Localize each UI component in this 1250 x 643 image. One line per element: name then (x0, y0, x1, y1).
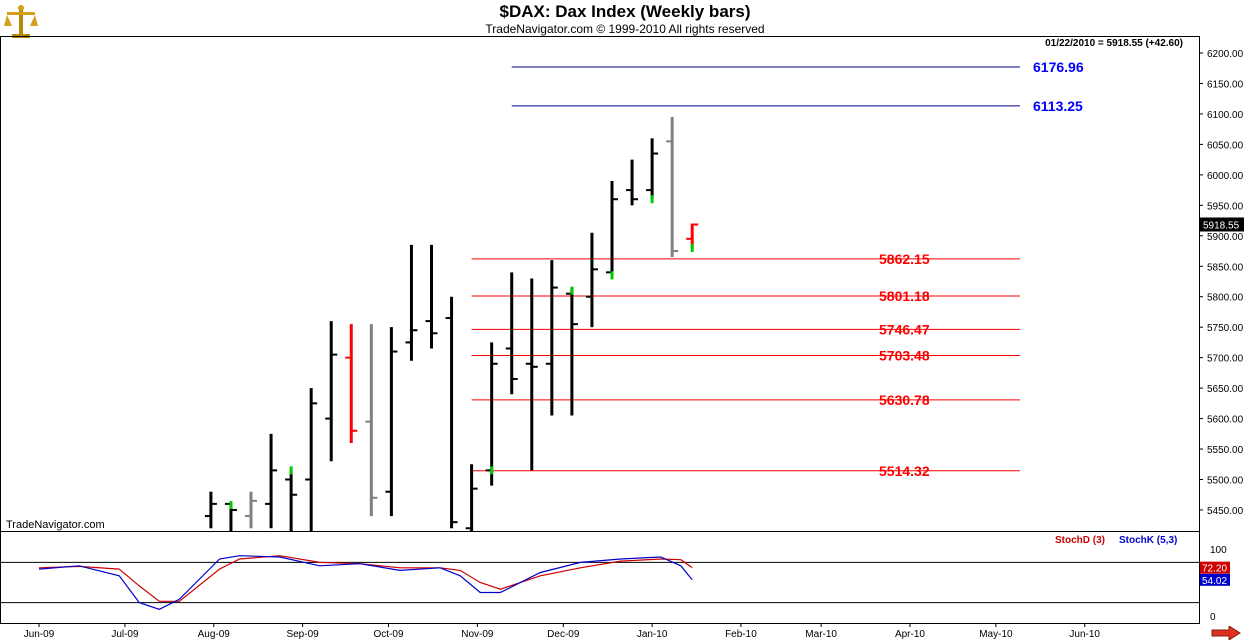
price-tick-label: 5800.00 (1207, 293, 1244, 304)
x-tick-label: Jun-09 (24, 629, 55, 640)
stoch-d-line (38, 555, 693, 602)
stoch-k-line (38, 555, 693, 610)
price-tick-label: 5450.00 (1207, 506, 1244, 517)
price-tick-label: 5850.00 (1207, 262, 1244, 273)
x-tick-label: Sep-09 (286, 629, 319, 640)
x-tick-label: Aug-09 (198, 629, 231, 640)
x-tick-label: Nov-09 (461, 629, 494, 640)
ohlc-bar (425, 244, 438, 349)
ohlc-bar (245, 491, 258, 529)
ohlc-bar (325, 321, 338, 462)
price-tick-label: 5750.00 (1207, 323, 1244, 334)
ohlc-bar (445, 296, 458, 529)
ohlc-bar (365, 324, 378, 517)
price-tick-label: 5550.00 (1207, 445, 1244, 456)
support-label: 5862.15 (879, 251, 930, 267)
ohlc-bar (626, 159, 639, 206)
ohlc-bar (485, 342, 498, 486)
ohlc-bar (224, 501, 237, 531)
ohlc-bar (465, 464, 478, 531)
last-price-label: 5918.55 (1203, 220, 1240, 231)
ohlc-bar (405, 244, 418, 361)
right-arrow-icon (1211, 626, 1241, 640)
scroll-right-button[interactable] (1211, 626, 1241, 640)
resistance-label: 6176.96 (1033, 59, 1084, 75)
ohlc-bar (545, 260, 558, 416)
support-label: 5801.18 (879, 288, 930, 304)
x-tick-label: Jul-09 (111, 629, 139, 640)
ohlc-bars (204, 116, 699, 531)
price-tick-label: 6100.00 (1207, 110, 1244, 121)
stoch-d-last-label: 72.20 (1202, 564, 1227, 575)
last-price-marker: 5918.55 (1200, 217, 1244, 232)
x-tick-label: Jan-10 (637, 629, 668, 640)
ohlc-bar (305, 388, 318, 531)
ohlc-bar (525, 278, 538, 471)
x-tick-label: Apr-10 (895, 629, 925, 640)
price-tick-label: 5650.00 (1207, 384, 1244, 395)
x-tick-label: Oct-09 (374, 629, 404, 640)
chart-title: $DAX: Dax Index (Weekly bars) (499, 2, 751, 21)
support-label: 5514.32 (879, 463, 930, 479)
ohlc-bar (345, 324, 358, 443)
stoch-k-last-label: 54.02 (1202, 576, 1227, 587)
support-label: 5630.78 (879, 392, 930, 408)
price-tick-label: 6050.00 (1207, 140, 1244, 151)
price-tick-label: 6200.00 (1207, 49, 1244, 60)
stoch-pane-frame (0, 531, 1200, 624)
price-tick-label: 5700.00 (1207, 354, 1244, 365)
price-axis-ticks: 6200.00 6150.00 6100.00 6050.00 6000.00 5950.… (1199, 49, 1244, 517)
x-tick-label: Dec-09 (547, 629, 580, 640)
price-tick-label: 6000.00 (1207, 171, 1244, 182)
price-tick-label: 6150.00 (1207, 79, 1244, 90)
price-tick-label: 5600.00 (1207, 415, 1244, 426)
ohlc-bar (666, 116, 679, 258)
ohlc-bar (585, 232, 598, 328)
watermark: TradeNavigator.com (6, 519, 105, 531)
level-lines: 5862.15 5801.18 5746.47 5703.48 5630.78 5514.… (471, 59, 1084, 479)
ohlc-bar (646, 138, 659, 204)
ohlc-bar (385, 327, 398, 517)
stoch-d-legend: StochD (3) (1055, 535, 1105, 546)
x-tick-label: Feb-10 (725, 629, 757, 640)
ohlc-bar (606, 180, 618, 280)
resistance-label: 6113.25 (1033, 98, 1083, 114)
support-label: 5746.47 (879, 321, 930, 337)
ohlc-bar (285, 466, 298, 531)
chart-subtitle: TradeNavigator.com © 1999-2010 All right… (485, 22, 765, 36)
price-tick-label: 5900.00 (1207, 232, 1244, 243)
price-tick-label: 5950.00 (1207, 201, 1244, 212)
stoch-tick-label: 100 (1210, 545, 1227, 556)
x-tick-label: Jun-10 (1069, 629, 1100, 640)
x-tick-label: May-10 (979, 629, 1013, 640)
ohlc-bar (565, 286, 578, 416)
price-tick-label: 5500.00 (1207, 476, 1244, 487)
support-label: 5703.48 (879, 348, 930, 364)
stoch-k-legend: StochK (5,3) (1119, 535, 1177, 546)
ohlc-bar (686, 223, 699, 252)
x-axis-labels: Jun-09 Jul-09 Aug-09 Sep-09 Oct-09 Nov-09 Dec-… (24, 623, 1100, 640)
quote-line: 01/22/2010 = 5918.55 (+42.60) (1045, 38, 1183, 49)
ohlc-bar (505, 272, 518, 395)
ohlc-bar (265, 433, 278, 529)
x-tick-label: Mar-10 (805, 629, 837, 640)
ohlc-bar (204, 491, 217, 529)
stoch-tick-label: 0 (1210, 612, 1216, 623)
price-pane-frame (0, 36, 1200, 532)
